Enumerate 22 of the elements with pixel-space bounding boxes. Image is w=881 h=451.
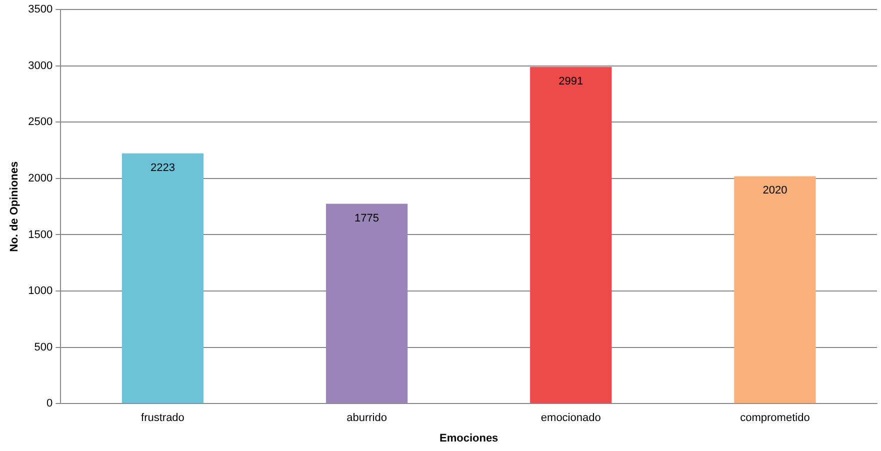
x-tick-label: frustrado (141, 412, 184, 424)
bar (734, 176, 816, 404)
bar (530, 66, 612, 404)
bar (122, 153, 204, 404)
y-tick-label: 3500 (28, 4, 53, 16)
x-tick-label: emocionado (540, 412, 601, 424)
x-tick-label: aburrido (346, 412, 387, 424)
data-label: 2991 (558, 75, 584, 88)
y-tick-label: 2500 (28, 116, 53, 128)
y-tick-label: 500 (34, 341, 53, 354)
y-tick-label: 1500 (28, 228, 53, 241)
x-tick-label: comprometido (740, 412, 810, 424)
y-tick-label: 2000 (28, 172, 53, 184)
y-tick-label: 0 (46, 398, 53, 410)
data-label: 2223 (150, 162, 175, 174)
bar (326, 204, 408, 404)
y-tick-label: 1000 (28, 285, 53, 298)
y-tick-label: 3000 (28, 60, 53, 72)
x-axis-title: Emociones (439, 432, 498, 444)
data-label: 1775 (354, 212, 380, 224)
y-axis-title: No. de Opiniones (8, 161, 21, 252)
data-label: 2020 (762, 184, 788, 197)
